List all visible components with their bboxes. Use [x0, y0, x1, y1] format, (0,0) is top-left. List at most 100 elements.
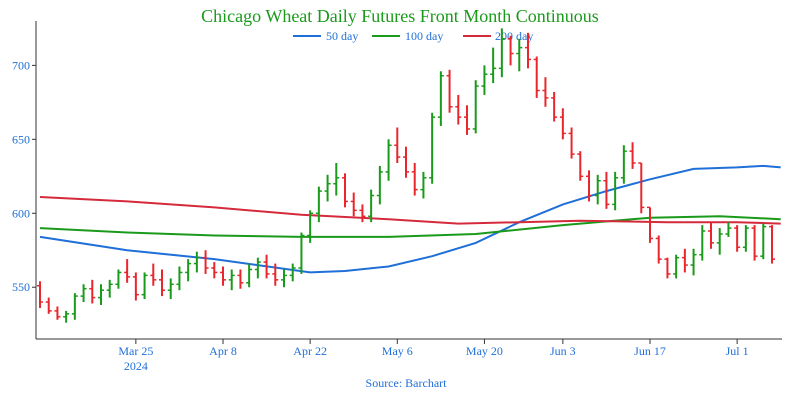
ohlc-bar	[603, 171, 610, 209]
ohlc-bar	[559, 108, 566, 140]
ohlc-bar	[263, 254, 270, 279]
ohlc-bar	[333, 162, 340, 196]
x-tick-year-label: 2024	[124, 359, 148, 373]
ohlc-bar	[63, 310, 70, 323]
chart-title: Chicago Wheat Daily Futures Front Month …	[201, 6, 599, 26]
ohlc-bar	[220, 266, 226, 286]
ohlc-bar	[80, 284, 87, 303]
y-tick-label: 650	[12, 132, 30, 146]
ma-line-200-day	[39, 196, 781, 225]
ohlc-bar	[586, 170, 592, 202]
ohlc-bar	[324, 174, 331, 202]
ohlc-bar	[167, 278, 174, 300]
ohlc-bar	[751, 225, 758, 261]
ohlc-bar	[446, 69, 453, 113]
legend: 50 day 100 day 200 day	[293, 29, 533, 43]
ohlc-bars	[37, 28, 775, 323]
legend-100day-label: 100 day	[405, 29, 443, 43]
ohlc-bar	[464, 105, 470, 135]
x-tick-label: Jul 1	[726, 344, 749, 358]
ohlc-bar	[89, 279, 96, 304]
ohlc-bar	[769, 225, 775, 264]
ohlc-bar	[159, 269, 165, 297]
ohlc-bar	[655, 235, 662, 264]
ohlc-bar	[516, 38, 523, 72]
ohlc-bar	[115, 269, 122, 289]
ohlc-bar	[45, 297, 52, 314]
ohlc-bar	[124, 259, 131, 283]
ohlc-bar	[193, 251, 200, 273]
ohlc-bar	[629, 142, 636, 169]
ohlc-bar	[708, 222, 714, 249]
y-ticks: 550 600 650 700	[12, 58, 36, 294]
ohlc-bar	[176, 266, 183, 291]
ohlc-bar	[98, 284, 104, 305]
ma-line-100-day	[39, 215, 781, 238]
ohlc-bar	[594, 174, 601, 205]
ohlc-bar	[577, 151, 584, 181]
ohlc-bar	[228, 269, 235, 291]
ohlc-bar	[568, 127, 575, 159]
x-tick-label: May 20	[466, 344, 503, 358]
ohlc-bar	[272, 263, 279, 286]
ohlc-bar	[525, 32, 531, 69]
y-tick-label: 600	[12, 206, 30, 220]
legend-200day-label: 200 day	[495, 29, 533, 43]
y-tick-label: 700	[12, 58, 30, 72]
ohlc-bar	[742, 225, 749, 252]
ohlc-bar	[71, 293, 78, 320]
ohlc-bar	[385, 139, 392, 181]
ohlc-bar	[490, 47, 497, 84]
ohlc-bar	[342, 173, 348, 208]
ohlc-bar	[150, 263, 157, 286]
ohlc-bar	[455, 94, 462, 125]
ohlc-bar	[638, 162, 645, 214]
ohlc-bar	[533, 56, 540, 98]
x-tick-label: Apr 8	[209, 344, 237, 358]
ohlc-bar	[681, 248, 688, 273]
ohlc-bar	[734, 225, 741, 252]
ohlc-bar	[542, 77, 549, 107]
ohlc-bar	[394, 127, 401, 163]
y-tick-label: 550	[12, 280, 30, 294]
x-tick-label: May 6	[382, 344, 413, 358]
legend-50day-label: 50 day	[326, 29, 358, 43]
ohlc-bar	[359, 204, 366, 223]
ohlc-bar	[254, 257, 261, 279]
ohlc-bar	[132, 272, 139, 301]
ohlc-bar	[141, 272, 148, 300]
ohlc-bar	[211, 262, 218, 279]
x-tick-label: Jun 3	[550, 344, 576, 358]
axes	[35, 21, 782, 340]
ohlc-bar	[437, 71, 444, 127]
ohlc-bar	[472, 80, 479, 134]
ohlc-bar	[690, 248, 697, 276]
x-tick-label: Mar 25	[118, 344, 153, 358]
ohlc-bar	[620, 145, 627, 184]
ohlc-bar	[315, 186, 322, 223]
ohlc-bar	[760, 223, 767, 260]
ohlc-bar	[551, 91, 558, 122]
moving-average-lines	[39, 164, 781, 274]
ohlc-bar	[725, 222, 732, 237]
ohlc-bar	[420, 171, 427, 199]
source-label: Source: Barchart	[366, 376, 448, 390]
ohlc-bar	[664, 257, 671, 279]
ohlc-bar	[289, 263, 296, 282]
ohlc-bar	[429, 112, 436, 184]
ohlc-bar	[246, 263, 253, 288]
ohlc-bar	[376, 165, 383, 205]
ohlc-bar	[507, 35, 514, 66]
ohlc-bar	[411, 162, 418, 196]
ohlc-bar	[368, 189, 375, 223]
ohlc-bar	[403, 146, 409, 178]
ohlc-bar	[298, 232, 305, 274]
ohlc-bar	[54, 306, 61, 320]
ohlc-bar	[673, 254, 680, 279]
ohlc-bar	[106, 279, 113, 298]
ohlc-bar	[716, 228, 723, 255]
ohlc-bar	[307, 210, 314, 243]
ohlc-bar	[498, 28, 505, 78]
ohlc-bar	[612, 171, 619, 211]
